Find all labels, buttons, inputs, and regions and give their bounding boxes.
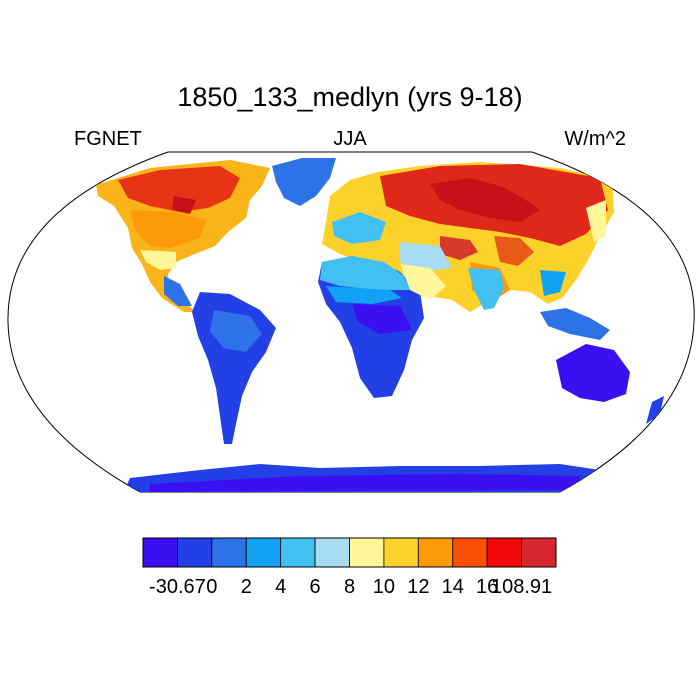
colorbar-tick-label: 10 <box>372 576 396 598</box>
colorbar-swatch <box>486 537 522 568</box>
colorbar-tick-label: 0 <box>206 576 218 598</box>
colorbar-swatch <box>417 537 454 568</box>
colorbar-swatch <box>383 537 419 568</box>
colorbar-swatch <box>211 537 247 568</box>
colorbar-tick-label: 8 <box>343 576 356 598</box>
colorbar-swatch <box>521 537 557 568</box>
colorbar-swatch <box>349 537 385 568</box>
colorbar-tick-label: 14 <box>441 576 464 598</box>
land-masses <box>96 158 664 492</box>
colorbar-tick-label: 4 <box>275 576 287 598</box>
units-label: W/m^2 <box>564 128 626 150</box>
colorbar-frame <box>142 537 557 568</box>
colorbar-tick-label: 108.91 <box>490 576 553 598</box>
colorbar-tick-label: 6 <box>309 576 321 598</box>
australia <box>556 344 630 402</box>
colorbar-tick-label: 12 <box>407 576 430 598</box>
colorbar-swatch <box>177 537 213 568</box>
colorbar-swatch <box>452 537 488 568</box>
colorbar-swatch <box>245 537 282 568</box>
colorbar-tick-label: 16 <box>476 576 499 598</box>
colorbar-tick-label: 2 <box>240 576 252 598</box>
colorbar-swatch <box>314 537 350 568</box>
india <box>468 268 504 310</box>
greenland <box>272 158 336 206</box>
map-title: 1850_133_medlyn (yrs 9-18) <box>177 82 523 112</box>
left-label: FGNET <box>74 128 142 150</box>
new-zealand <box>646 396 664 424</box>
season-label: JJA <box>333 128 367 150</box>
colorbar-swatch <box>142 537 178 568</box>
arabia <box>400 264 446 300</box>
colorbar <box>142 537 557 568</box>
se-asia-islands <box>540 308 610 340</box>
colorbar-tick-label: -30.67 <box>149 576 206 598</box>
colorbar-swatch <box>280 537 316 568</box>
